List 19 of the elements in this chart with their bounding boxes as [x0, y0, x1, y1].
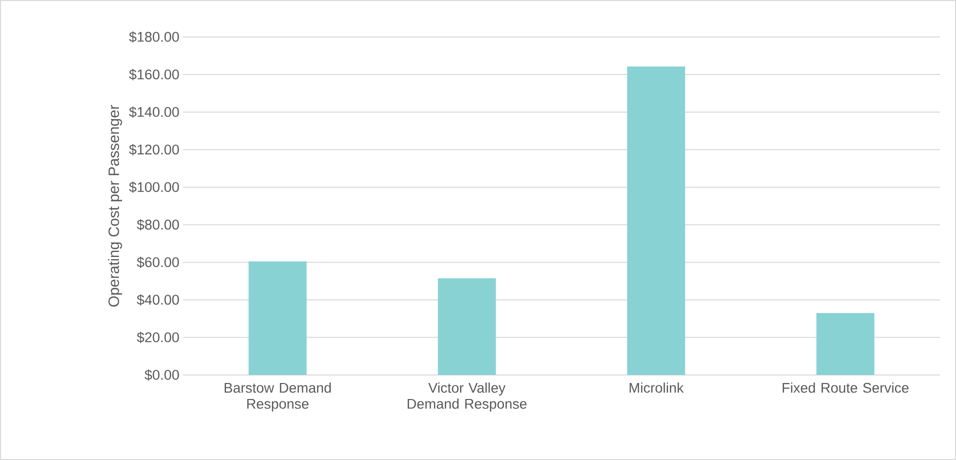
y-tick-label: $180.00: [129, 31, 179, 43]
bar: [816, 313, 874, 375]
y-tick-label: $100.00: [129, 182, 179, 193]
y-tick-label: $60.00: [136, 256, 179, 268]
y-tick-label: $40.00: [136, 294, 179, 306]
y-tick-label: $0.00: [144, 369, 179, 381]
y-axis-title: Operating Cost per Passenger: [108, 104, 122, 307]
x-tick-label: Fixed Route Service: [782, 382, 909, 393]
y-tick-label: $160.00: [129, 68, 179, 80]
x-tick-label: Barstow Demand Response: [224, 382, 331, 412]
bar: [248, 261, 307, 375]
y-tick-label: $20.00: [136, 332, 179, 344]
x-tick-label: Victor Valley Demand Response: [408, 382, 527, 412]
bar: [438, 278, 496, 375]
y-tick-label: $80.00: [136, 219, 179, 230]
x-tick-label: Microlink: [630, 382, 684, 393]
y-tick-label: $120.00: [129, 144, 179, 156]
y-tick-label: $140.00: [129, 106, 179, 118]
bar: [627, 66, 686, 375]
